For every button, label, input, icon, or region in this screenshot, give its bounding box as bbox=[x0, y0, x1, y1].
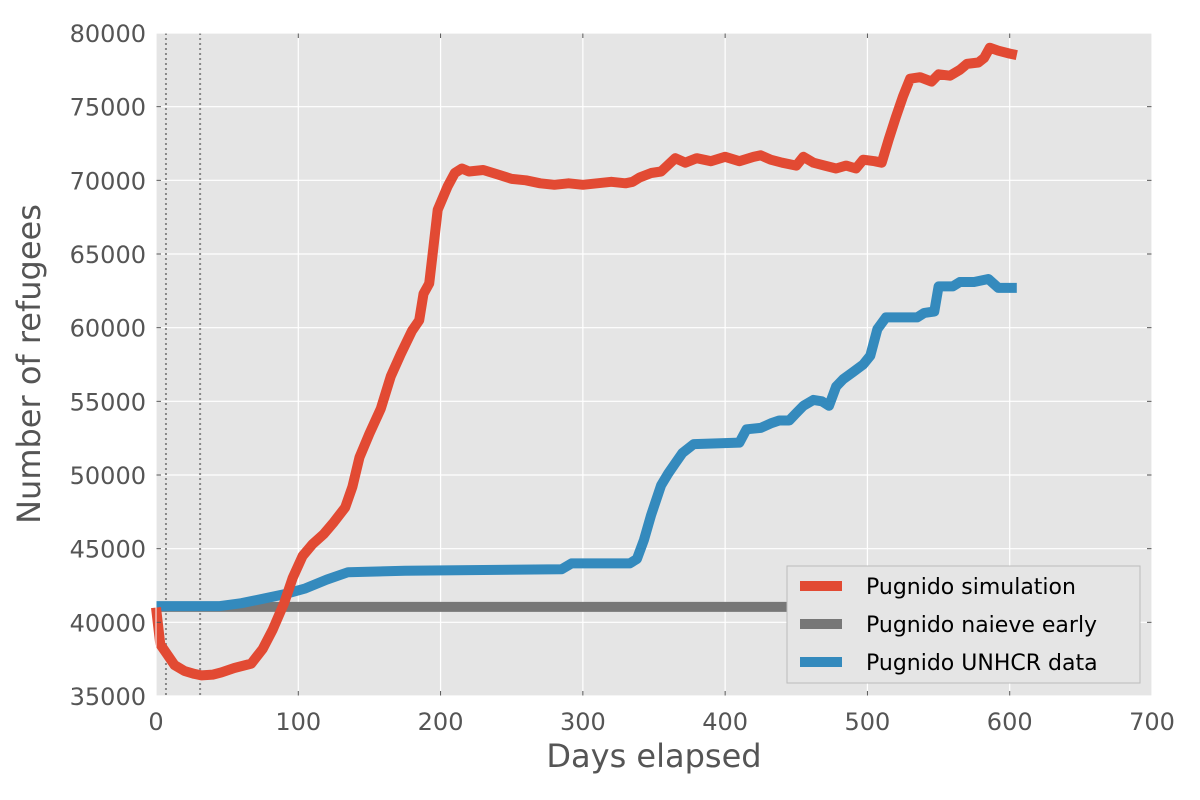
legend-label: Pugnido simulation bbox=[866, 575, 1076, 600]
x-tick-label: 700 bbox=[1129, 708, 1175, 736]
x-tick-label: 0 bbox=[148, 708, 163, 736]
y-tick-label: 70000 bbox=[70, 167, 146, 195]
y-tick-label: 60000 bbox=[70, 315, 146, 343]
y-tick-label: 45000 bbox=[70, 536, 146, 564]
y-tick-labels: 35000 40000 45000 50000 55000 60000 65000 70000… bbox=[70, 20, 146, 711]
x-axis-label: Days elapsed bbox=[546, 737, 761, 775]
y-tick-label: 50000 bbox=[70, 462, 146, 490]
x-tick-label: 400 bbox=[702, 708, 748, 736]
legend-label: Pugnido UNHCR data bbox=[866, 651, 1098, 676]
y-tick-label: 75000 bbox=[70, 94, 146, 122]
series-line-pugnido-unhcr-data bbox=[156, 274, 1017, 612]
x-tick-labels: 0 100 200 300 400 500 600 700 bbox=[148, 708, 1175, 736]
x-tick-label: 500 bbox=[845, 708, 891, 736]
plot-border bbox=[155, 32, 1153, 697]
y-tick-label: 35000 bbox=[70, 683, 146, 711]
legend: Pugnido simulation Pugnido naieve early Pu… bbox=[786, 565, 1141, 684]
y-tick-label: 40000 bbox=[70, 609, 146, 637]
y-tick-label: 65000 bbox=[70, 241, 146, 269]
legend-box bbox=[786, 565, 1141, 684]
series-line-pugnido-simulation bbox=[151, 42, 1018, 681]
x-tick-label: 300 bbox=[560, 708, 606, 736]
y-tick-label: 55000 bbox=[70, 388, 146, 416]
x-tick-label: 100 bbox=[275, 708, 321, 736]
legend-label: Pugnido naieve early bbox=[866, 613, 1097, 638]
x-tick-label: 200 bbox=[418, 708, 464, 736]
y-tick-label: 80000 bbox=[70, 20, 146, 48]
x-tick-label: 600 bbox=[987, 708, 1033, 736]
reference-lines bbox=[164, 33, 202, 696]
y-axis-label: Number of refugees bbox=[10, 204, 48, 524]
